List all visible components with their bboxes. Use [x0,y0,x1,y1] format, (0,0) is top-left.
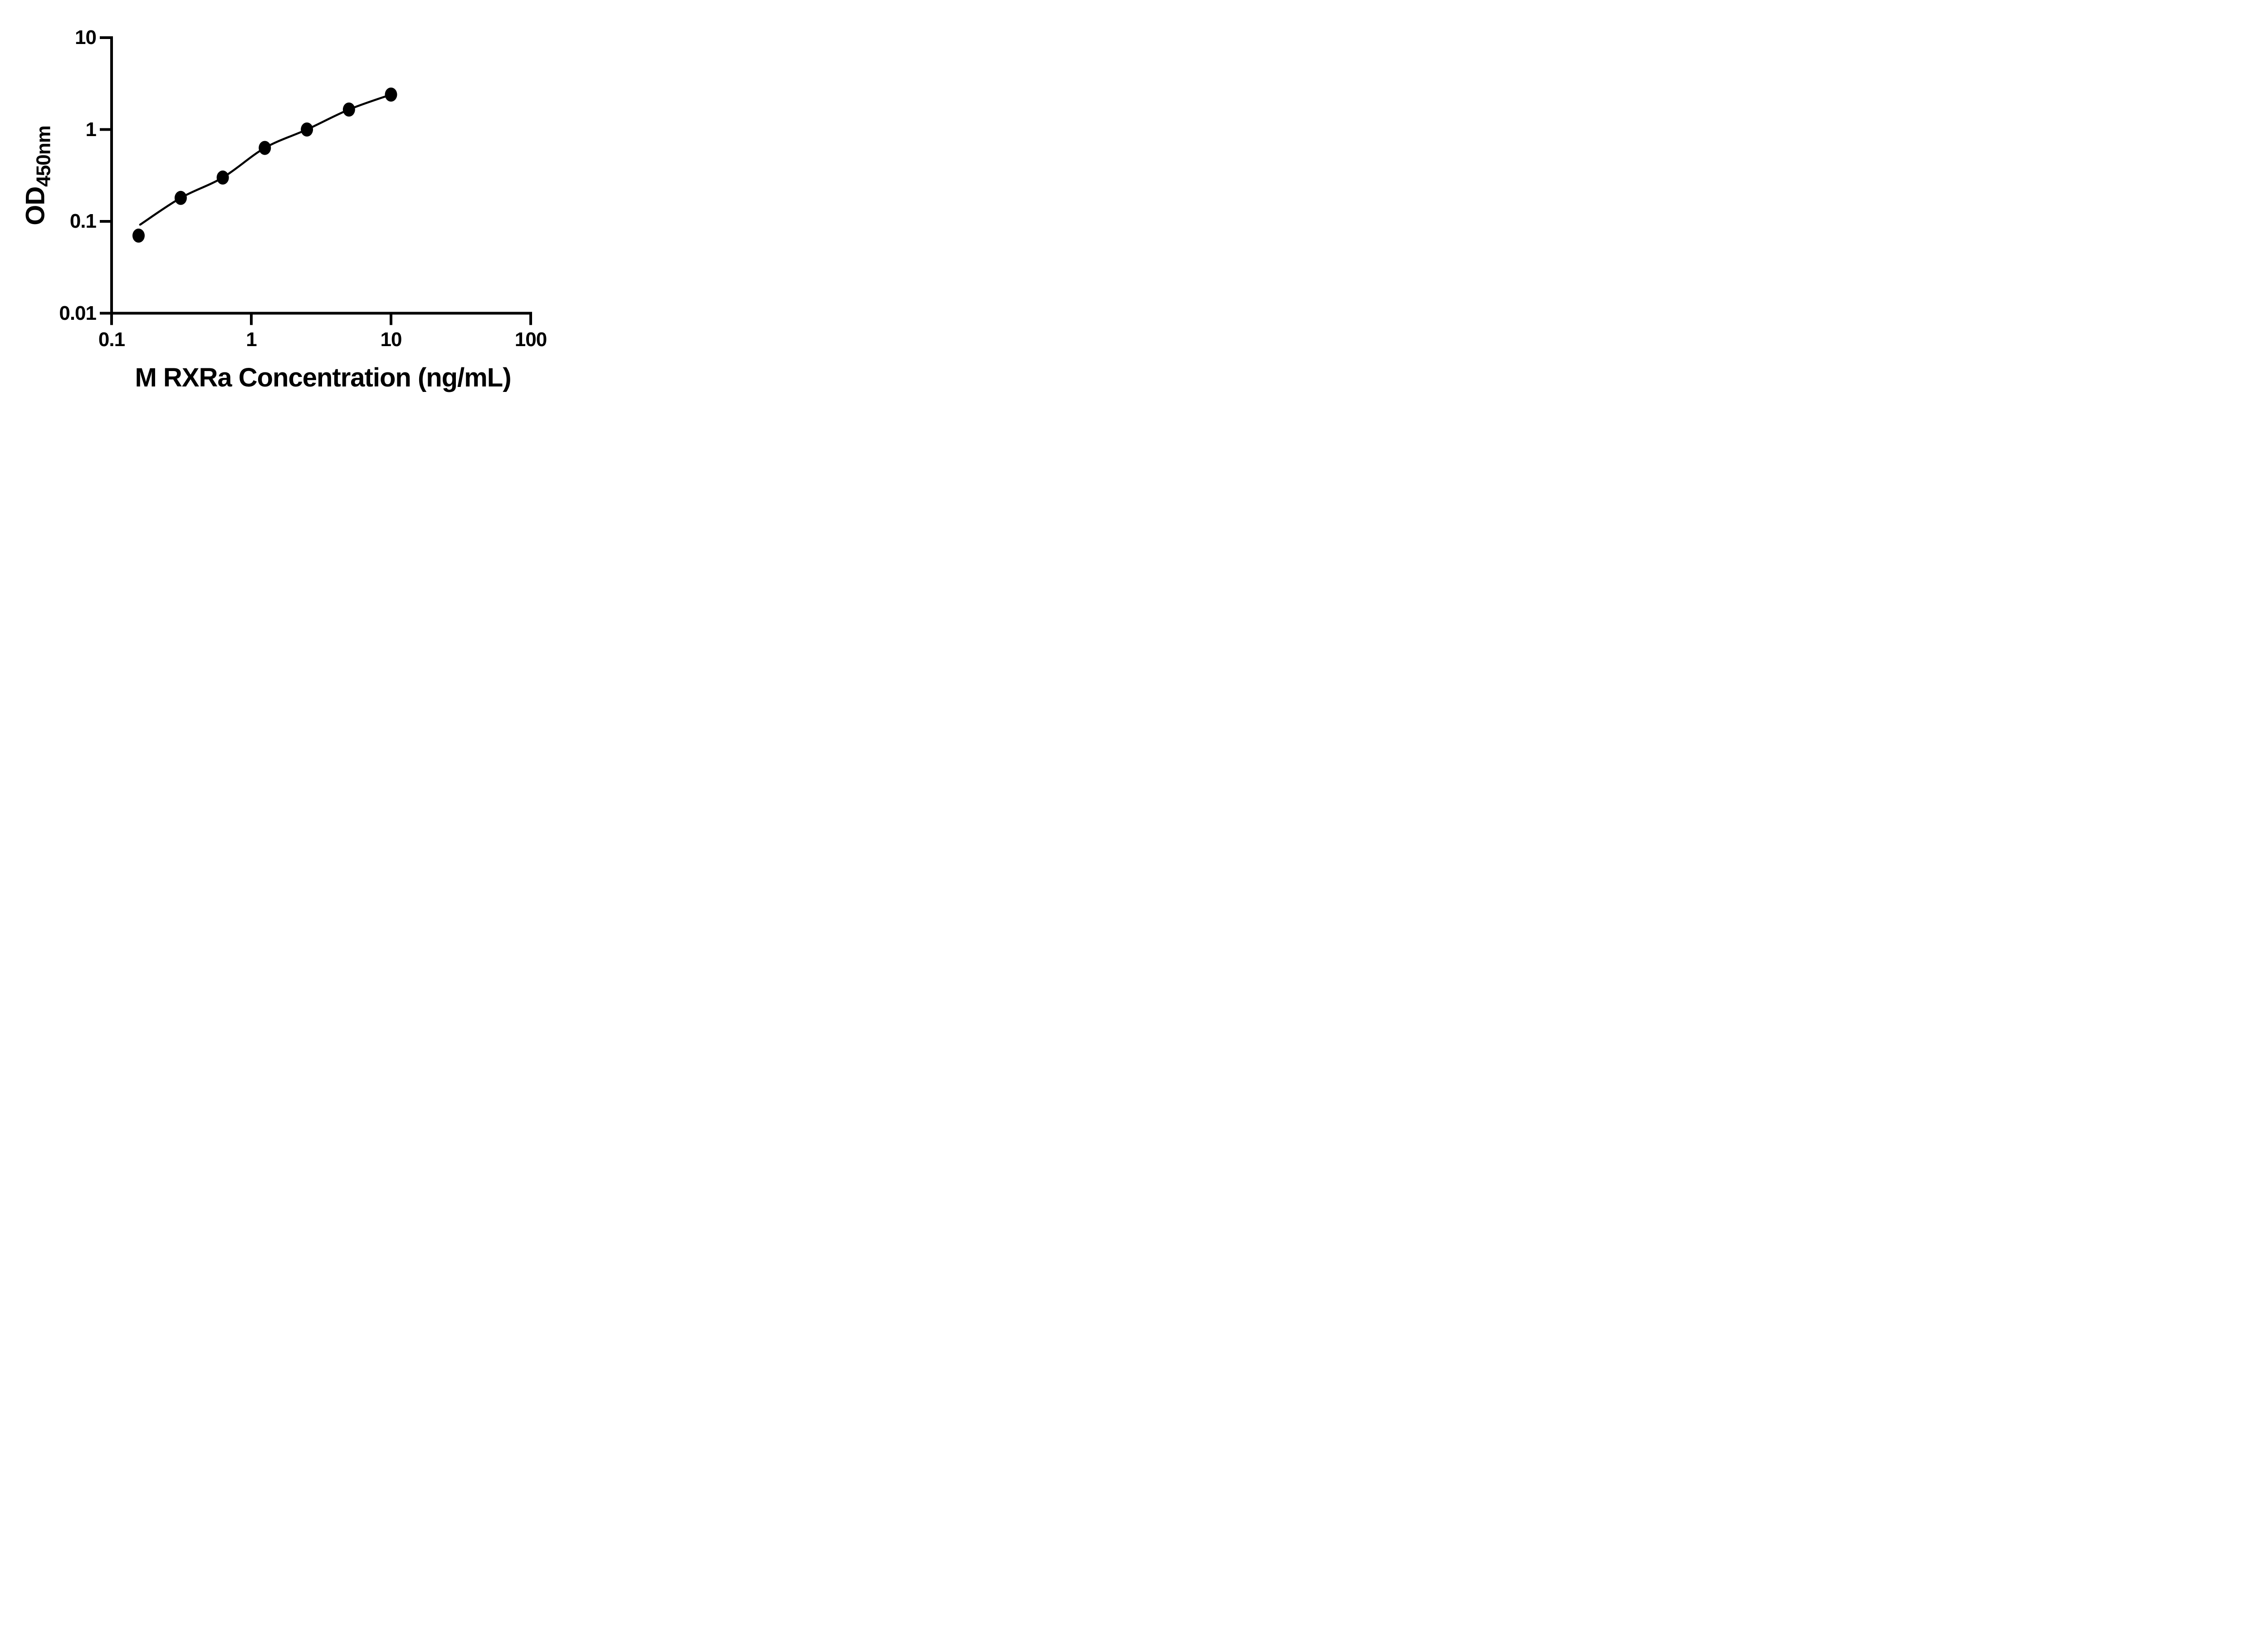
data-point [342,103,355,117]
y-axis-title-main: OD [20,186,50,225]
data-point [259,141,271,155]
y-axis-title-subscript: 450nm [32,126,55,187]
data-point [216,170,229,185]
y-tick-label-1: 1 [85,118,97,141]
axis-lines [110,38,531,315]
x-tick-label-100: 100 [514,328,547,351]
x-tick-label-0-1: 0.1 [98,328,125,351]
elisa-standard-curve-figure: 10 1 0.1 0.01 0.1 1 10 100 M RXRa Concen… [0,0,583,408]
data-point [385,88,397,102]
plot-canvas [100,36,532,325]
data-point [301,122,313,137]
x-tick-label-1: 1 [246,328,257,351]
y-tick-label-0-1: 0.1 [69,210,97,232]
x-axis-title: M RXRa Concentration (ng/mL) [135,363,511,392]
y-axis-title: OD450nm [20,126,55,225]
y-tick-label-10: 10 [75,26,97,49]
data-point [174,191,187,205]
x-tick-label-10: 10 [380,328,402,351]
y-tick-label-0-01: 0.01 [59,302,97,324]
data-point [132,228,145,243]
